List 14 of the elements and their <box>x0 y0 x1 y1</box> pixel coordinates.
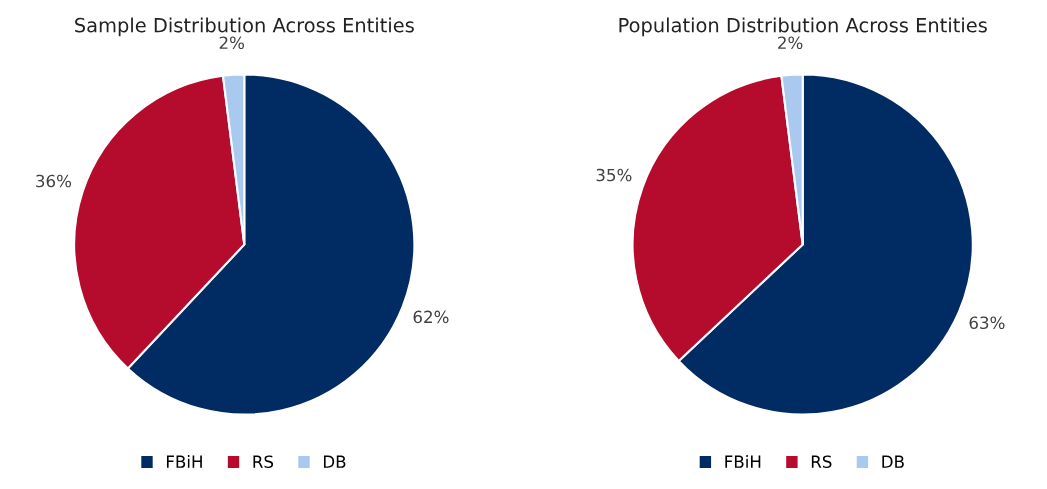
legend-label: DB <box>882 455 904 468</box>
legend-label: FBiH <box>166 455 202 468</box>
chart-title: Sample Distribution Across Entities <box>75 17 414 37</box>
legend-label: RS <box>253 455 274 468</box>
data-label: 2% <box>219 36 244 50</box>
legend-label: FBiH <box>725 455 761 468</box>
data-label: 62% <box>413 310 449 324</box>
chart-title: Population Distribution Across Entities <box>619 17 987 37</box>
data-label: 63% <box>969 316 1005 330</box>
data-label: 36% <box>36 174 72 188</box>
data-label: 2% <box>778 36 803 50</box>
legend-label: DB <box>323 455 346 468</box>
legend-label: RS <box>811 455 832 468</box>
data-label: 35% <box>596 168 632 182</box>
